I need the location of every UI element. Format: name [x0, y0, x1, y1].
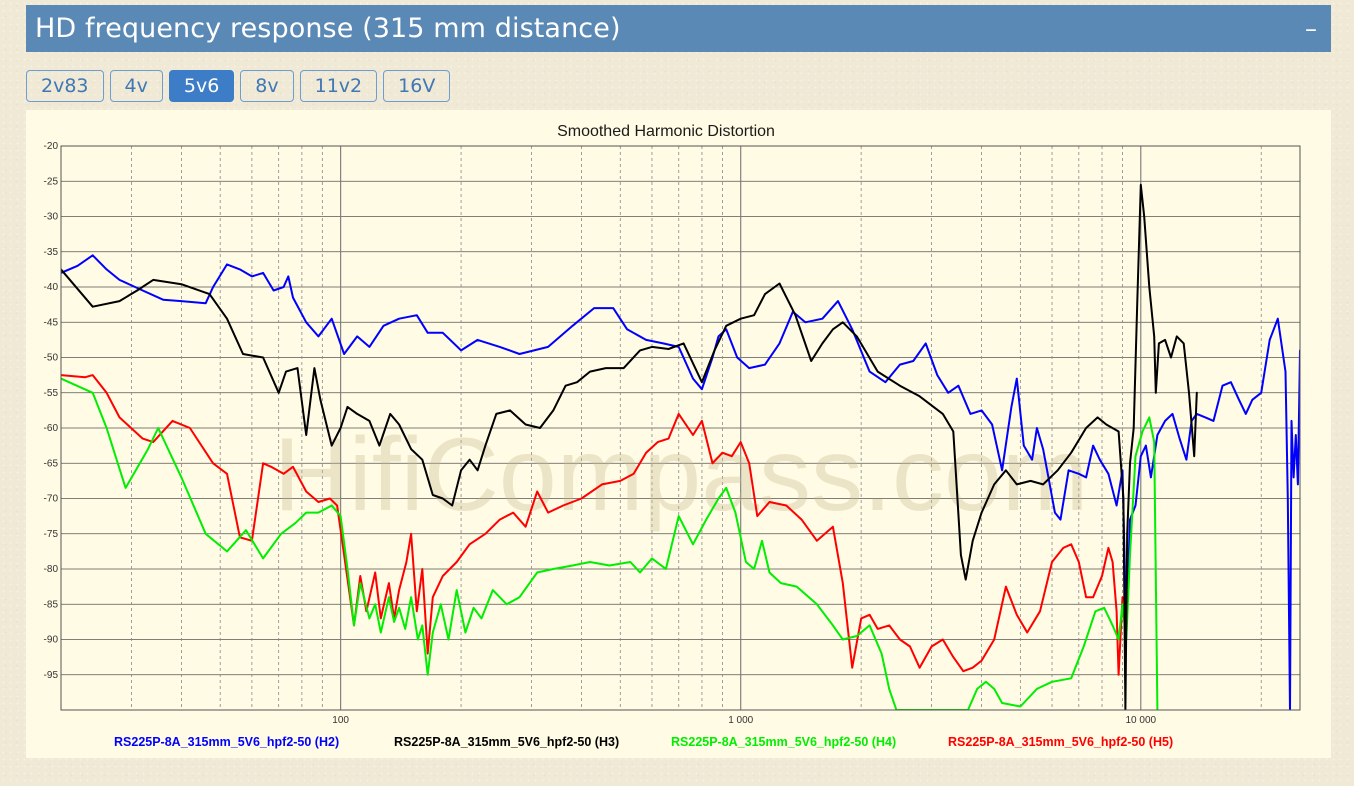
y-tick-label: -95	[44, 670, 59, 681]
y-tick-label: -80	[44, 564, 59, 575]
y-tick-label: -40	[44, 282, 59, 293]
legend: RS225P-8A_315mm_5V6_hpf2-50 (H2) RS225P-8…	[114, 735, 1173, 749]
x-tick-label: 100	[332, 715, 349, 726]
y-tick-label: -20	[44, 141, 59, 152]
y-tick-label: -90	[44, 635, 59, 646]
series-line-h5	[61, 374, 1124, 676]
y-tick-label: -25	[44, 176, 59, 187]
axis-labels: -20 -25 -30 -35 -40 -45 -50 -55 -60 -65 -70 -75 -80 -…	[44, 141, 1157, 726]
legend-item: RS225P-8A_315mm_5V6_hpf2-50 (H4)	[671, 735, 896, 749]
series-line-h4	[61, 377, 1159, 710]
tab-8v[interactable]: 8v	[240, 70, 294, 102]
legend-item: RS225P-8A_315mm_5V6_hpf2-50 (H3)	[394, 735, 619, 749]
y-tick-label: -60	[44, 423, 59, 434]
legend-item: RS225P-8A_315mm_5V6_hpf2-50 (H5)	[948, 735, 1173, 749]
collapse-button[interactable]: –	[1305, 14, 1317, 43]
y-tick-label: -85	[44, 599, 59, 610]
panel-header[interactable]: HD frequency response (315 mm distance) …	[26, 5, 1331, 52]
series-layer	[61, 183, 1300, 710]
series-line-h3	[61, 183, 1198, 710]
chart-title: Smoothed Harmonic Distortion	[557, 123, 775, 140]
tab-4v[interactable]: 4v	[109, 70, 163, 102]
tab-11v2[interactable]: 11v2	[299, 70, 378, 102]
tab-2v83[interactable]: 2v83	[26, 70, 104, 102]
y-tick-label: -75	[44, 529, 59, 540]
y-tick-label: -70	[44, 494, 59, 505]
x-tick-label: 1 000	[728, 715, 753, 726]
panel-title: HD frequency response (315 mm distance)	[35, 13, 621, 44]
y-tick-label: -45	[44, 317, 59, 328]
hd-chart: Smoothed Harmonic Distortion HifiCompass…	[26, 110, 1331, 758]
legend-item: RS225P-8A_315mm_5V6_hpf2-50 (H2)	[114, 735, 339, 749]
chart-container: Smoothed Harmonic Distortion HifiCompass…	[26, 110, 1331, 758]
x-tick-label: 10 000	[1125, 715, 1156, 726]
y-tick-label: -55	[44, 388, 59, 399]
y-tick-label: -30	[44, 212, 59, 223]
y-tick-label: -50	[44, 353, 59, 364]
watermark: HifiCompass.com	[274, 417, 1089, 533]
voltage-tabs: 2v83 4v 5v6 8v 11v2 16V	[26, 70, 451, 102]
tab-16v[interactable]: 16V	[383, 70, 451, 102]
y-tick-label: -65	[44, 458, 59, 469]
y-tick-label: -35	[44, 247, 59, 258]
plot-frame	[60, 145, 1301, 711]
tab-5v6[interactable]: 5v6	[168, 70, 235, 102]
